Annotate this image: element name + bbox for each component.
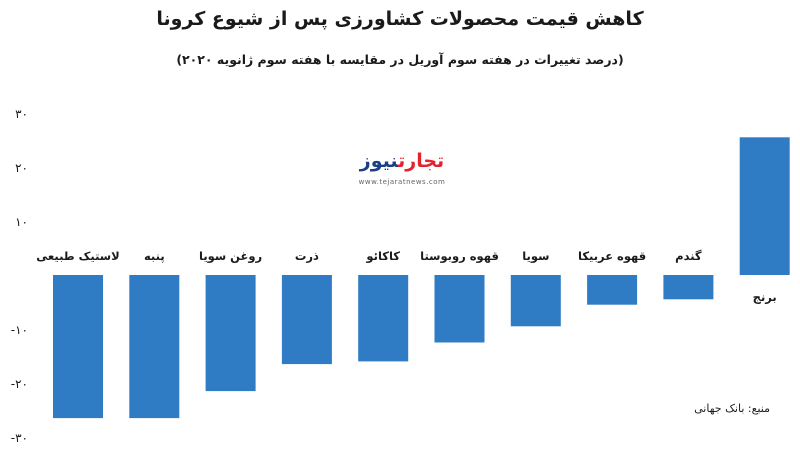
- category-label: برنج: [753, 290, 777, 304]
- y-tick-label: ۲۰: [15, 161, 28, 175]
- category-label: لاستیک طبیعی: [36, 249, 119, 263]
- category-label: گندم: [675, 249, 702, 263]
- y-tick-label: -۲۰: [11, 377, 28, 391]
- category-label: ذرت: [295, 249, 319, 263]
- bar: [587, 275, 638, 305]
- bar: [205, 275, 256, 392]
- category-label: روغن سویا: [199, 249, 262, 264]
- bar: [281, 275, 332, 365]
- y-tick-label: -۳۰: [11, 431, 28, 445]
- y-tick-label: ۱۰: [15, 215, 28, 229]
- category-label: کاکائو: [365, 249, 400, 264]
- category-label: سویا: [522, 249, 549, 264]
- source-note: منبع: بانک جهانی: [694, 402, 770, 415]
- y-tick-label: ۳۰: [15, 107, 28, 121]
- bar: [663, 275, 714, 300]
- logo-text-part1: تجارت: [398, 150, 445, 172]
- category-label: پنبه: [144, 249, 165, 263]
- chart-title: کاهش قیمت محصولات کشاورزی پس از شیوع کرو…: [156, 8, 644, 30]
- logo-text-part2: نیوز: [359, 150, 399, 172]
- category-label: قهوه روبوستا: [420, 249, 499, 264]
- y-tick-label: -۱۰: [11, 323, 28, 337]
- bar: [739, 137, 790, 275]
- category-label: قهوه عربیکا: [578, 249, 646, 264]
- tejaratnews-logo: تجارتنیوز www.tejaratnews.com: [352, 150, 452, 186]
- logo-url: www.tejaratnews.com: [358, 178, 446, 186]
- bar: [53, 275, 103, 419]
- bar: [358, 275, 409, 362]
- chart-subtitle: (درصد تغییرات در هفته سوم آوریل در مقایس…: [176, 52, 624, 67]
- bar: [129, 275, 180, 419]
- bar: [510, 275, 561, 327]
- bar: [434, 275, 485, 343]
